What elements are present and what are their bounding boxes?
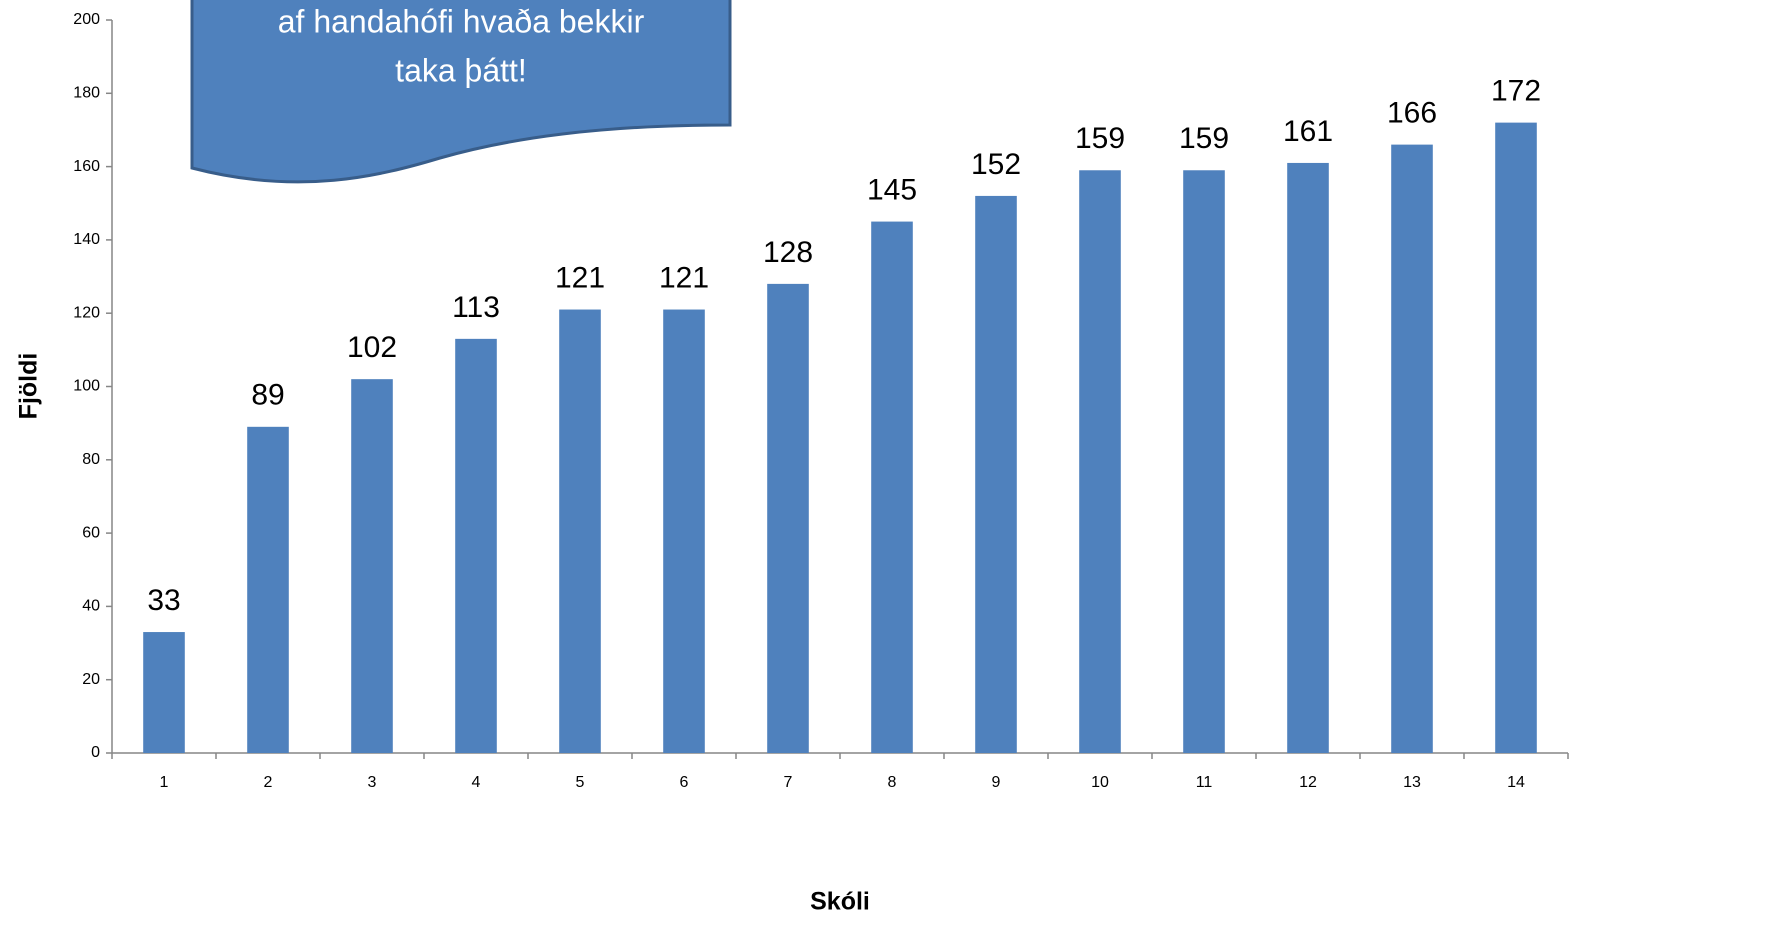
data-label: 102 [347,331,397,364]
bar [975,195,1017,754]
bar [871,221,913,753]
x-tick-label: 9 [992,774,1001,791]
data-label: 159 [1075,122,1125,155]
bar [767,283,809,753]
callout: af handahófi hvaða bekkir taka þátt! [190,0,732,184]
x-axis-title: Skóli [810,888,870,916]
data-label: 152 [971,148,1021,181]
y-tick-label: 100 [73,378,100,395]
x-tick-label: 2 [264,774,273,791]
bar [455,338,497,753]
plot: 0204060801001201401601802001332893102411… [73,11,1569,791]
data-label: 121 [555,261,605,294]
y-tick-label: 140 [73,231,100,248]
data-label: 33 [147,584,180,617]
y-tick-label: 180 [73,85,100,102]
bar [1287,162,1329,753]
y-tick-label: 160 [73,158,100,175]
bar [247,426,289,753]
data-label: 166 [1387,97,1437,130]
x-tick-label: 3 [368,774,377,791]
data-label: 113 [452,291,500,324]
x-tick-label: 6 [680,774,689,791]
callout-shape [190,0,732,184]
callout-line: af handahófi hvaða bekkir [278,3,645,39]
bar [1391,144,1433,754]
x-tick-label: 11 [1196,774,1213,791]
data-label: 128 [763,236,813,269]
bar [1079,170,1121,753]
data-label: 172 [1491,75,1541,108]
y-tick-label: 120 [73,304,100,321]
x-tick-label: 5 [576,774,585,791]
bar [663,309,705,753]
data-label: 89 [251,379,284,412]
bar [1183,170,1225,753]
x-tick-label: 7 [784,774,793,791]
y-tick-label: 20 [82,671,100,688]
x-tick-label: 10 [1091,774,1109,791]
x-tick-label: 14 [1507,774,1525,791]
x-tick-label: 13 [1403,774,1421,791]
y-tick-label: 0 [91,744,100,761]
x-tick-label: 8 [888,774,897,791]
callout-line: taka þátt! [395,52,527,88]
y-axis-title: Fjöldi [15,353,43,420]
bar [559,309,601,753]
x-tick-label: 1 [160,774,169,791]
data-label: 145 [867,173,917,206]
bar [351,379,393,753]
x-tick-label: 12 [1299,774,1317,791]
bar [1495,122,1537,754]
y-tick-label: 40 [82,598,100,615]
bar [143,632,185,753]
y-tick-label: 60 [82,524,100,541]
data-label: 121 [659,261,709,294]
x-tick-label: 4 [472,774,481,791]
y-tick-label: 200 [73,11,100,28]
y-tick-label: 80 [82,451,100,468]
data-label: 161 [1283,115,1333,148]
data-label: 159 [1179,122,1229,155]
